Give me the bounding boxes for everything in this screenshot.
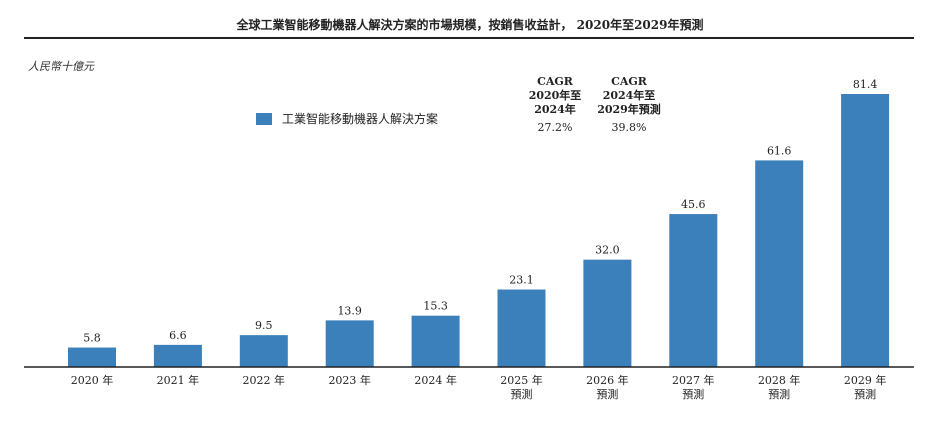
cagr-heading: CAGR bbox=[611, 75, 647, 88]
bar bbox=[325, 320, 374, 367]
cagr-value: 39.8% bbox=[611, 121, 647, 134]
bar-value-label: 45.6 bbox=[681, 198, 706, 211]
bar-value-label: 5.8 bbox=[83, 332, 101, 345]
bar bbox=[411, 315, 460, 367]
x-tick-label: 預測 bbox=[768, 387, 790, 401]
x-tick-label: 2023 年 bbox=[328, 373, 371, 387]
bar bbox=[153, 344, 202, 367]
x-tick-label: 2026 年 bbox=[586, 373, 629, 387]
x-tick-label: 2025 年 bbox=[500, 373, 543, 387]
bar bbox=[497, 289, 546, 367]
cagr-value: 27.2% bbox=[537, 121, 573, 134]
bar-value-label: 81.4 bbox=[853, 78, 878, 91]
chart-title: 全球工業智能移動機器人解決方案的市場規模，按銷售收益計， 2020年至2029年… bbox=[236, 18, 704, 32]
x-tick-label: 預測 bbox=[682, 387, 704, 401]
bar-value-label: 23.1 bbox=[509, 274, 534, 287]
unit-label: 人民幣十億元 bbox=[28, 60, 94, 73]
cagr-2020-2024: CAGR 2020年至 2024年 27.2% bbox=[500, 75, 610, 135]
cagr-period-start: 2020年至 bbox=[528, 89, 582, 102]
bar bbox=[239, 335, 288, 367]
bar-value-label: 15.3 bbox=[423, 300, 448, 313]
bar-value-label: 13.9 bbox=[337, 304, 362, 317]
title-rule bbox=[24, 37, 914, 39]
legend: 工業智能移動機器人解決方案 bbox=[256, 110, 438, 127]
cagr-heading: CAGR bbox=[537, 75, 573, 88]
x-tick-label: 2029 年 bbox=[844, 373, 887, 387]
x-tick-label: 預測 bbox=[596, 387, 618, 401]
legend-swatch bbox=[256, 112, 272, 125]
bar-value-label: 32.0 bbox=[595, 244, 620, 257]
x-tick-label: 2020 年 bbox=[71, 373, 114, 387]
cagr-2024-2029: CAGR 2024年至 2029年預測 39.8% bbox=[574, 75, 684, 135]
bar-value-label: 61.6 bbox=[767, 144, 792, 157]
x-tick-label: 預測 bbox=[511, 387, 533, 401]
bar bbox=[841, 94, 890, 367]
cagr-period-end: 2029年預測 bbox=[597, 103, 661, 116]
x-tick-label: 2027 年 bbox=[672, 373, 715, 387]
legend-label: 工業智能移動機器人解決方案 bbox=[282, 112, 439, 126]
x-tick-label: 2024 年 bbox=[414, 373, 457, 387]
bar bbox=[755, 160, 804, 367]
bar bbox=[68, 347, 116, 367]
bar-value-label: 6.6 bbox=[169, 329, 187, 342]
bar bbox=[669, 214, 718, 367]
x-tick-label: 2021 年 bbox=[157, 373, 200, 387]
bar-value-label: 9.5 bbox=[255, 319, 273, 332]
cagr-period-end: 2024年 bbox=[534, 103, 576, 116]
cagr-period-start: 2024年至 bbox=[602, 89, 656, 102]
bar bbox=[583, 259, 632, 367]
x-tick-label: 預測 bbox=[854, 387, 876, 401]
x-tick-label: 2028 年 bbox=[758, 373, 801, 387]
x-tick-label: 2022 年 bbox=[243, 373, 286, 387]
